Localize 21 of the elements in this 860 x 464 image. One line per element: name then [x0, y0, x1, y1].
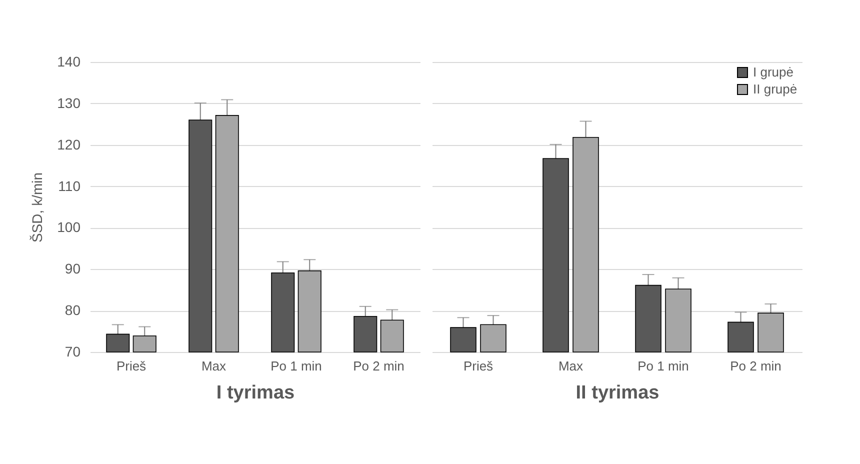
x-tick-label: Po 2 min [730, 358, 782, 374]
y-tick-label: 120 [57, 136, 81, 152]
x-tick-label: Max [558, 358, 584, 374]
legend-label: II grupė [753, 82, 798, 96]
x-tick-label: Max [201, 358, 227, 374]
legend-label: I grupė [753, 64, 794, 80]
y-tick-label: 70 [64, 344, 81, 360]
x-tick-label: Prieš [463, 358, 494, 374]
x-tick-label: Po 2 min [353, 358, 404, 374]
y-tick-label: 110 [58, 178, 81, 194]
x-tick-label: Prieš [116, 358, 147, 374]
y-tick-label: 100 [57, 219, 81, 236]
y-axis-title: ŠSD, k/min [29, 172, 46, 243]
y-tick-label: 140 [57, 54, 81, 70]
x-tick-label: Po 1 min [638, 358, 689, 374]
y-tick-label: 90 [64, 260, 81, 277]
y-tick-label: 130 [57, 94, 81, 111]
y-tick-label: 80 [64, 302, 81, 318]
x-axis-title: II tyrimas [576, 382, 660, 404]
x-axis-title: I tyrimas [216, 382, 295, 404]
x-tick-label: Po 1 min [270, 358, 322, 374]
